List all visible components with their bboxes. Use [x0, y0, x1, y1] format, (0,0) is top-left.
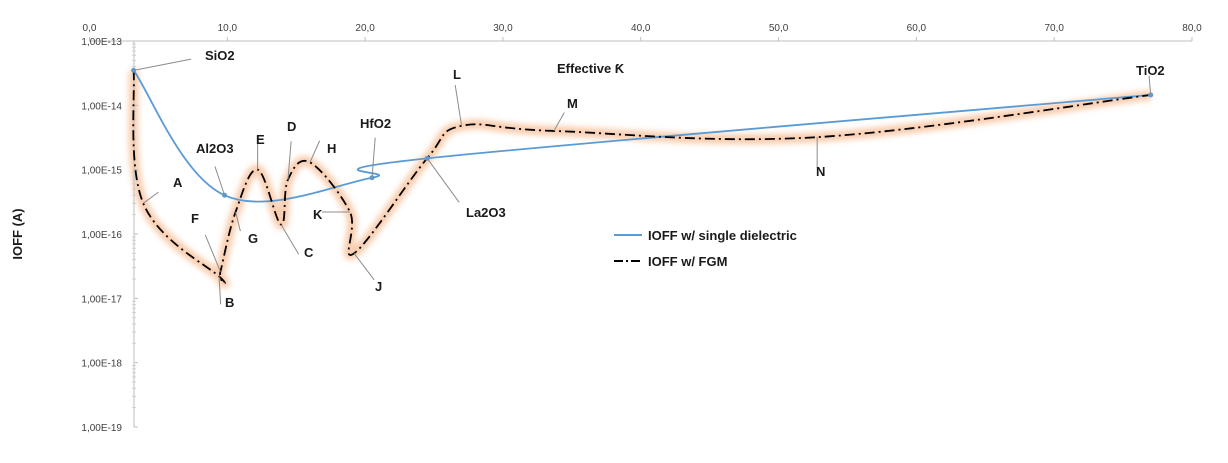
fgm-point-label: H	[327, 141, 336, 156]
fgm-point-label-leader	[280, 224, 300, 255]
fgm-point-label: G	[248, 231, 258, 246]
y-tick-label: 1,00E-15	[81, 166, 122, 177]
single-point-label: HfO2	[360, 116, 391, 131]
x-tick-label: 40,0	[631, 23, 651, 34]
y-tick-label: 1,00E-19	[81, 423, 122, 434]
single-point-label: TiO2	[1136, 63, 1165, 78]
fgm-point-label-leader	[353, 253, 375, 281]
axes: 0,0 10,0 20,0 30,0 40,0 50,0 60,0 70,0 80,0 1,00E…	[81, 23, 1202, 434]
fgm-point-label: K	[313, 207, 323, 222]
single-point-label: Al2O3	[196, 141, 234, 156]
single-point-label-leader	[371, 137, 376, 178]
single-point-label-leader	[1148, 75, 1152, 95]
y-tick-label: 1,00E-18	[81, 359, 122, 370]
series-single-dielectric-line	[132, 69, 1151, 203]
fgm-point-label: N	[816, 164, 825, 179]
fgm-point-label: J	[375, 279, 382, 294]
single-point-label-leader	[133, 58, 192, 71]
fgm-point-label: A	[173, 175, 183, 190]
y-axis-title: IOFF (A)	[10, 208, 25, 259]
x-tick-label: 60,0	[907, 23, 927, 34]
fgm-point-label: F	[191, 211, 199, 226]
y-tick-label: 1,00E-16	[81, 230, 122, 241]
fgm-point-label: D	[287, 119, 296, 134]
x-tick-label: 20,0	[355, 23, 375, 34]
single-point-label-leader	[214, 166, 226, 196]
fgm-point-label-leader	[287, 141, 292, 180]
series-fgm-line	[132, 70, 1151, 285]
y-tick-label: 1,00E-17	[81, 294, 122, 305]
x-tick-label: 30,0	[493, 23, 513, 34]
fgm-point-label-leader	[553, 112, 565, 132]
fgm-point-label: L	[453, 67, 461, 82]
single-point-label: SiO2	[205, 48, 235, 63]
x-tick-label: 0,0	[83, 23, 97, 34]
x-tick-label: 70,0	[1044, 23, 1064, 34]
fgm-point-label: C	[304, 245, 314, 260]
point-labels: SiO2 Al2O3 HfO2 La2O3 TiO2 A B F G E C D H K J L M N	[133, 48, 1165, 310]
y-tick-label: 1,00E-14	[81, 101, 122, 112]
fgm-glow-path	[128, 69, 1152, 289]
fgm-point-label-leader	[309, 140, 321, 163]
fgm-point-label: M	[567, 96, 578, 111]
legend: IOFF w/ single dielectric IOFF w/ FGM	[614, 228, 797, 269]
single-point-label-leader	[426, 158, 460, 203]
fgm-point-label: B	[225, 295, 234, 310]
fgm-point-label-leader	[218, 276, 222, 305]
x-tick-label: 10,0	[218, 23, 238, 34]
y-tick-label: 1,00E-13	[81, 37, 122, 48]
fgm-point-label-leader	[204, 234, 221, 272]
fgm-point-label-leader	[235, 211, 241, 232]
x-tick-label: 50,0	[769, 23, 789, 34]
x-tick-label: 80,0	[1182, 23, 1202, 34]
fgm-highlight-glow	[128, 69, 1152, 289]
single-point-label: La2O3	[466, 205, 506, 220]
legend-label-fgm: IOFF w/ FGM	[648, 254, 727, 269]
fgm-point-label: E	[256, 132, 265, 147]
x-axis-title: Effective Ƙ	[557, 61, 625, 76]
fgm-point-label-leader	[142, 191, 159, 204]
fgm-point-label-leader	[454, 84, 463, 126]
legend-label-single: IOFF w/ single dielectric	[648, 228, 797, 243]
